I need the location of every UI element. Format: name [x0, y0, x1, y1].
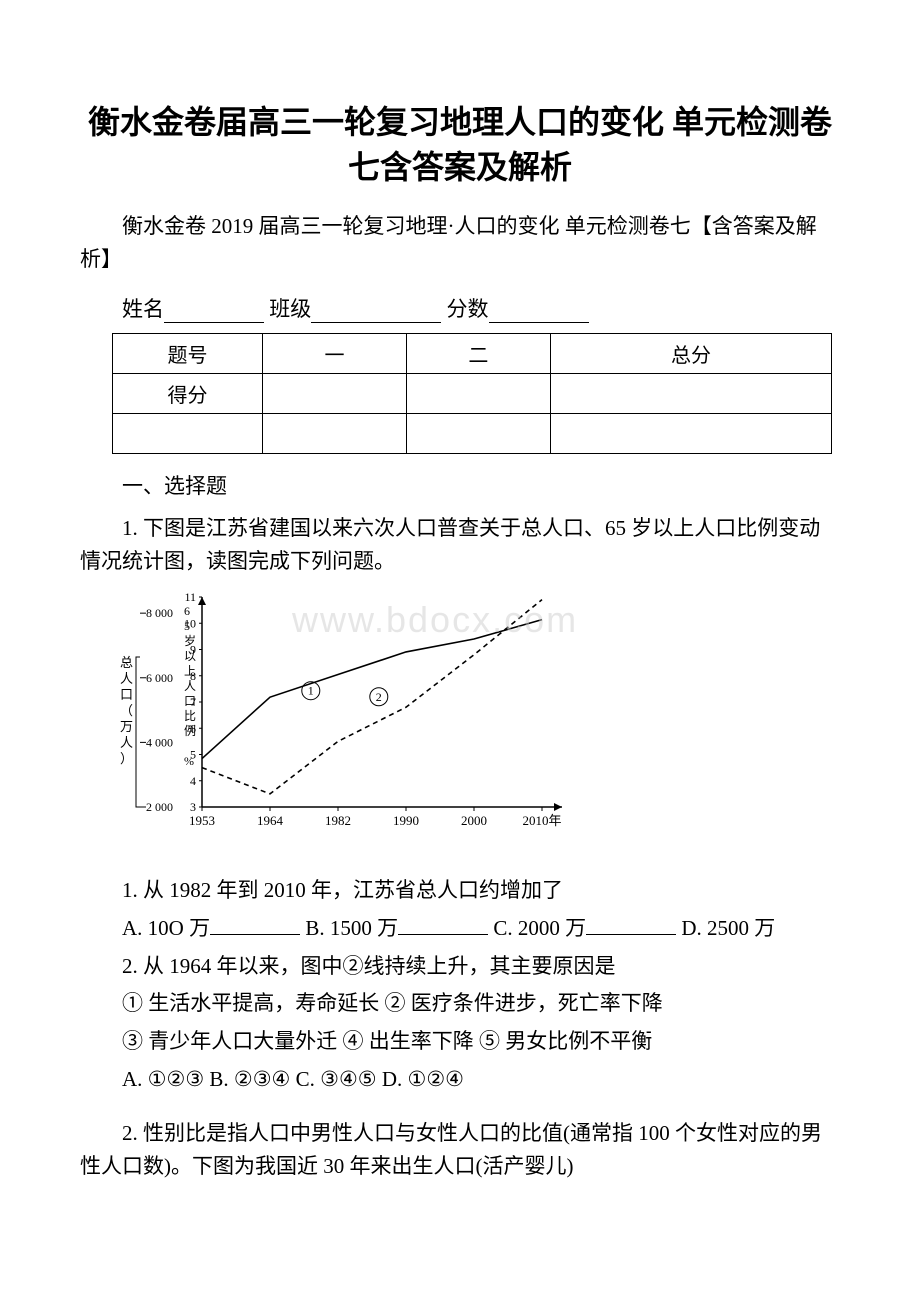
table-row — [113, 413, 832, 453]
opt-line-underline — [398, 934, 488, 935]
opt-a: A. 10O 万 — [122, 916, 210, 940]
svg-text:2010年: 2010年 — [522, 813, 561, 828]
q1-options: 1. 从 1982 年到 2010 年，江苏省总人口约增加了 A. 10O 万 … — [80, 872, 840, 1099]
q1-sub2-opts: A. ①②③ B. ②③④ C. ③④⑤ D. ①②④ — [80, 1061, 840, 1099]
cell[interactable] — [550, 413, 831, 453]
cell[interactable] — [263, 373, 407, 413]
svg-text:1964: 1964 — [257, 813, 284, 828]
cell-label: 得分 — [113, 373, 263, 413]
svg-text:3: 3 — [190, 800, 196, 814]
svg-text:1982: 1982 — [325, 813, 351, 828]
svg-text:5: 5 — [190, 747, 196, 761]
q1-sub1: 1. 从 1982 年到 2010 年，江苏省总人口约增加了 — [80, 872, 840, 910]
opt-line-underline — [586, 934, 676, 935]
cell[interactable] — [550, 373, 831, 413]
cell[interactable] — [406, 373, 550, 413]
svg-text:1953: 1953 — [189, 813, 215, 828]
name-label: 姓名 — [122, 297, 164, 321]
svg-text:4 000: 4 000 — [146, 735, 173, 749]
cell: 二 — [406, 333, 550, 373]
q1-stem: 1. 下图是江苏省建国以来六次人口普查关于总人口、65 岁以上人口比例变动情况统… — [80, 512, 840, 579]
svg-text:人: 人 — [120, 735, 133, 750]
class-field-line[interactable] — [311, 298, 441, 323]
class-label: 班级 — [269, 297, 311, 321]
svg-text:8 000: 8 000 — [146, 606, 173, 620]
svg-text:万: 万 — [120, 719, 133, 734]
svg-text:1: 1 — [308, 684, 314, 698]
chart-svg: 总人口（万人）2 0004 0006 0008 00065岁以上人口比例 %34… — [112, 587, 592, 847]
svg-text:2 000: 2 000 — [146, 800, 173, 814]
table-row: 题号 一 二 总分 — [113, 333, 832, 373]
svg-text:2: 2 — [376, 690, 382, 704]
cell[interactable] — [263, 413, 407, 453]
subtitle: 衡水金卷 2019 届高三一轮复习地理·人口的变化 单元检测卷七【含答案及解析】 — [80, 210, 840, 277]
svg-text:2000: 2000 — [461, 813, 487, 828]
svg-text:10: 10 — [184, 616, 196, 630]
svg-text:1990: 1990 — [393, 813, 419, 828]
page-title: 衡水金卷届高三一轮复习地理人口的变化 单元检测卷七含答案及解析 — [80, 100, 840, 190]
svg-text:）: ） — [120, 751, 133, 766]
opt-d: D. 2500 万 — [681, 916, 775, 940]
cell[interactable] — [113, 413, 263, 453]
form-row: 姓名 班级 分数 — [80, 293, 840, 323]
svg-text:（: （ — [120, 703, 133, 718]
score-table: 题号 一 二 总分 得分 — [112, 333, 832, 454]
svg-text:4: 4 — [190, 774, 196, 788]
svg-text:总: 总 — [120, 655, 133, 670]
cell: 一 — [263, 333, 407, 373]
opt-line-underline — [210, 934, 300, 935]
svg-text:口: 口 — [120, 687, 133, 702]
svg-text:6: 6 — [190, 721, 196, 735]
section-heading: 一、选择题 — [80, 470, 840, 500]
svg-text:人: 人 — [120, 671, 133, 686]
opt-c: C. 2000 万 — [493, 916, 586, 940]
svg-text:9: 9 — [190, 642, 196, 656]
q1-sub2-items2: ③ 青少年人口大量外迁 ④ 出生率下降 ⑤ 男女比例不平衡 — [80, 1023, 840, 1061]
svg-text:7: 7 — [190, 695, 196, 709]
score-field-line[interactable] — [489, 298, 589, 323]
q1-sub1-opts: A. 10O 万 B. 1500 万 C. 2000 万 D. 2500 万 — [80, 910, 840, 948]
chart: www.bdocx.com 总人口（万人）2 0004 0006 0008 00… — [112, 587, 840, 852]
opt-b: B. 1500 万 — [305, 916, 398, 940]
table-row: 得分 — [113, 373, 832, 413]
svg-text:6 000: 6 000 — [146, 671, 173, 685]
q1-sub2: 2. 从 1964 年以来，图中②线持续上升，其主要原因是 — [80, 948, 840, 986]
svg-text:8: 8 — [190, 669, 196, 683]
q1-sub2-items: ① 生活水平提高，寿命延长 ② 医疗条件进步，死亡率下降 — [80, 985, 840, 1023]
cell: 总分 — [550, 333, 831, 373]
cell[interactable] — [406, 413, 550, 453]
cell-label: 题号 — [113, 333, 263, 373]
score-label: 分数 — [447, 297, 489, 321]
svg-text:11: 11 — [184, 590, 196, 604]
q2-stem: 2. 性别比是指人口中男性人口与女性人口的比值(通常指 100 个女性对应的男性… — [80, 1117, 840, 1184]
name-field-line[interactable] — [164, 298, 264, 323]
